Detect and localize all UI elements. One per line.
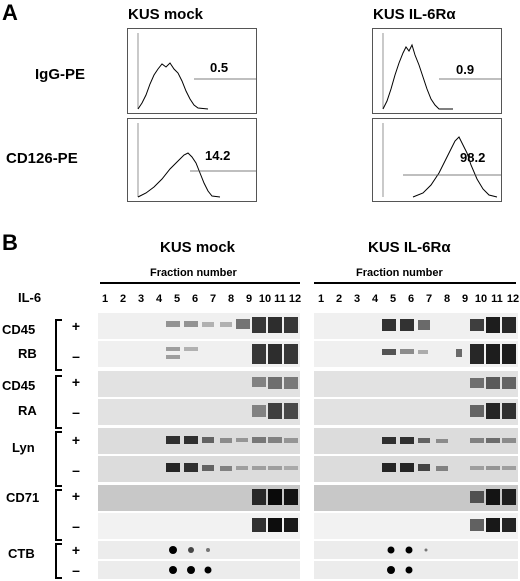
panel-a-row-igg: IgG-PE	[35, 66, 86, 83]
fraction-number: 12	[506, 293, 520, 305]
fraction-label-il6ra: Fraction number	[356, 267, 443, 279]
blot-cd71-plus-mock	[98, 485, 300, 511]
fraction-numbers-il6ra: 1 2 3 4 5 6 7 8 9 10 11 12	[314, 293, 520, 307]
fraction-numbers-mock: 1 2 3 4 5 6 7 8 9 10 11 12	[98, 293, 302, 307]
sign-plus: +	[71, 542, 81, 558]
blot-label-ctb: CTB	[8, 546, 35, 561]
blot-lyn-minus-il6ra	[314, 456, 518, 482]
histogram-cd126-mock-plot	[137, 123, 256, 198]
histogram-igg-il6ra-plot	[382, 33, 501, 110]
fraction-number: 3	[353, 293, 361, 305]
fraction-rule-mock	[100, 282, 300, 284]
histogram-cd126-il6ra	[372, 118, 502, 202]
histogram-igg-mock-plot	[137, 33, 256, 110]
blot-ctb-plus-il6ra	[314, 541, 518, 559]
fraction-number: 7	[209, 293, 217, 305]
fraction-number: 12	[288, 293, 302, 305]
fraction-label-mock: Fraction number	[150, 267, 237, 279]
blot-cd45ra-plus-il6ra	[314, 371, 518, 397]
fraction-number: 10	[474, 293, 488, 305]
blot-label-cd45rb-1: CD45	[2, 322, 36, 337]
panel-a-title-il6ra: KUS IL-6Rα	[373, 6, 456, 23]
value-cd126-mock: 14.2	[205, 148, 231, 163]
blot-ctb-plus-mock	[98, 541, 300, 559]
blot-label-cd45ra-1: CD45	[2, 378, 36, 393]
blot-lyn-plus-il6ra	[314, 428, 518, 454]
fraction-number: 4	[155, 293, 163, 305]
value-igg-il6ra: 0.9	[456, 62, 475, 77]
panel-a-row-cd126: CD126-PE	[6, 150, 78, 167]
sign-minus: –	[72, 404, 80, 420]
blot-label-cd45ra-2: RA	[18, 403, 37, 418]
value-cd126-il6ra: 98.2	[460, 150, 486, 165]
value-igg-mock: 0.5	[210, 60, 229, 75]
fraction-number: 9	[245, 293, 253, 305]
il6-label: IL-6	[18, 290, 42, 305]
blot-cd45rb-minus-mock	[98, 341, 300, 367]
blot-cd45ra-minus-il6ra	[314, 399, 518, 425]
panel-a-title-mock: KUS mock	[128, 6, 204, 23]
blot-ctb-minus-il6ra	[314, 561, 518, 579]
blot-label-cd45rb-2: RB	[18, 346, 37, 361]
fraction-number: 7	[425, 293, 433, 305]
fraction-number: 2	[119, 293, 127, 305]
blot-cd71-minus-mock	[98, 513, 300, 539]
blot-cd71-plus-il6ra	[314, 485, 518, 511]
histogram-igg-il6ra	[372, 28, 502, 114]
blot-cd45ra-plus-mock	[98, 371, 300, 397]
panel-a-letter: A	[2, 0, 18, 25]
blot-cd45ra-minus-mock	[98, 399, 300, 425]
blot-label-cd71: CD71	[6, 490, 40, 505]
group-brackets	[55, 319, 62, 579]
fraction-number: 11	[491, 293, 503, 305]
fraction-number: 6	[407, 293, 415, 305]
fraction-number: 5	[389, 293, 397, 305]
blot-cd45rb-plus-mock	[98, 313, 300, 339]
blot-cd71-minus-il6ra	[314, 513, 518, 539]
fraction-number: 2	[335, 293, 343, 305]
blot-lyn-minus-mock	[98, 456, 300, 482]
fraction-number: 1	[317, 293, 325, 305]
sign-minus: –	[72, 348, 80, 364]
fraction-number: 1	[101, 293, 109, 305]
fraction-number: 3	[137, 293, 145, 305]
fraction-number: 11	[274, 293, 286, 305]
blot-cd45rb-minus-il6ra	[314, 341, 518, 367]
panel-b-title-il6ra: KUS IL-6Rα	[368, 239, 451, 256]
sign-minus: –	[72, 562, 80, 578]
sign-plus: +	[71, 374, 81, 390]
sign-plus: +	[71, 488, 81, 504]
blot-label-lyn: Lyn	[12, 440, 35, 455]
histogram-igg-mock	[127, 28, 257, 114]
blot-cd45rb-plus-il6ra	[314, 313, 518, 339]
fraction-number: 5	[173, 293, 181, 305]
fraction-number: 9	[461, 293, 469, 305]
fraction-number: 6	[191, 293, 199, 305]
histogram-cd126-il6ra-plot	[382, 123, 501, 198]
fraction-number: 8	[227, 293, 235, 305]
histogram-cd126-mock	[127, 118, 257, 202]
fraction-rule-il6ra	[314, 282, 516, 284]
panel-b-title-mock: KUS mock	[160, 239, 236, 256]
sign-minus: –	[72, 518, 80, 534]
sign-plus: +	[71, 318, 81, 334]
blot-lyn-plus-mock	[98, 428, 300, 454]
fraction-number: 4	[371, 293, 379, 305]
fraction-number: 8	[443, 293, 451, 305]
panel-b-letter: B	[2, 230, 18, 255]
blot-ctb-minus-mock	[98, 561, 300, 579]
sign-plus: +	[71, 432, 81, 448]
sign-minus: –	[72, 462, 80, 478]
fraction-number: 10	[258, 293, 272, 305]
